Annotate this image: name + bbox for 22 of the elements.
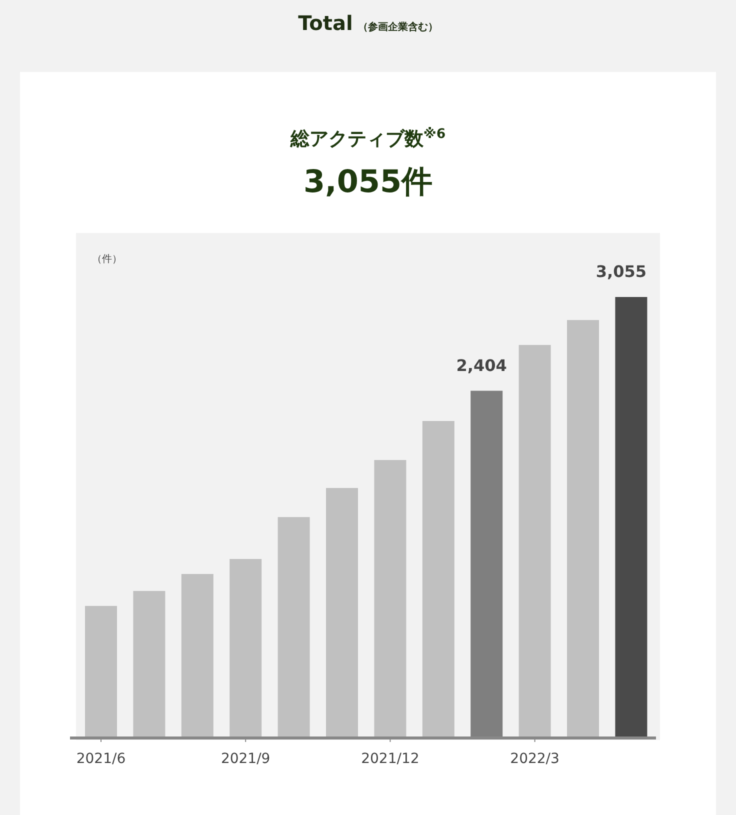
bar <box>567 320 599 737</box>
bar <box>422 421 454 737</box>
bar <box>133 590 166 737</box>
bar <box>181 574 214 737</box>
text: 3,055件 <box>303 164 433 200</box>
text: 総アクティブ数$^{※6}$ <box>289 126 446 150</box>
y-axis-title: （件） <box>92 254 122 265</box>
x-tick-label: 2021/6 <box>76 751 126 767</box>
bar <box>615 297 648 737</box>
x-tick-label: 2022/3 <box>510 751 560 767</box>
x-tick-label: 2021/9 <box>220 751 270 767</box>
bar <box>374 460 406 737</box>
bar <box>326 488 358 737</box>
bar <box>85 606 117 737</box>
chart-title: Total <box>298 11 353 35</box>
data-label: 3,055 <box>596 262 647 281</box>
chart-subtitle: （参画企業含む） <box>358 21 438 33</box>
x-tick-label: 2021/12 <box>361 751 420 767</box>
data-label: 2,404 <box>456 356 507 375</box>
bar <box>278 517 310 737</box>
bar <box>518 344 551 737</box>
bar <box>230 558 262 737</box>
